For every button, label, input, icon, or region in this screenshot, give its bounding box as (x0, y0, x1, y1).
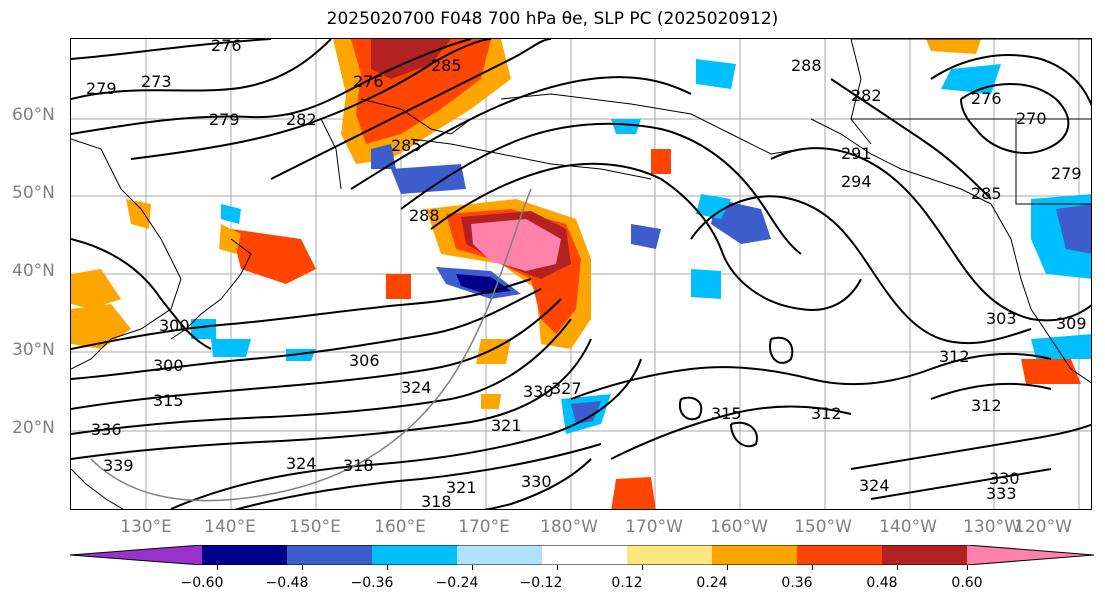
colorbar-extend-low (70, 545, 202, 565)
contour-label: 285 (971, 184, 1002, 203)
contour-label: 333 (986, 484, 1017, 503)
contour-label: 321 (491, 416, 522, 435)
contour-label: 300 (153, 356, 184, 375)
contour-label: 339 (103, 456, 134, 475)
lon-label-140w: 140°W (879, 517, 937, 537)
contour-label: 282 (851, 86, 882, 105)
contour-label: 327 (551, 379, 582, 398)
lon-label-130e: 130°E (120, 517, 172, 537)
lat-label-60n: 60°N (12, 105, 55, 125)
colorbar-tick-label: −0.60 (180, 575, 224, 591)
lon-label-140e: 140°E (204, 517, 256, 537)
contour-label-group: 276 273 279 279 282 276 285 285 288 282 … (86, 39, 1087, 510)
contour-lines (71, 39, 1091, 509)
lon-label-160w: 160°W (710, 517, 768, 537)
lat-label-30n: 30°N (12, 340, 55, 360)
colorbar-tickmark (812, 565, 813, 570)
colorbar-segment (882, 545, 967, 565)
colorbar-tickmark (557, 565, 558, 570)
contour-label: 288 (791, 56, 822, 75)
theta-e-shading (71, 39, 1091, 509)
colorbar-tick-label: 0.48 (866, 575, 898, 591)
lon-label-120w: 120°W (1014, 517, 1072, 537)
contour-label: 276 (971, 89, 1002, 108)
colorbar-tick-label: 0.36 (781, 575, 813, 591)
colorbar-tickmark (727, 565, 728, 570)
contour-label: 315 (711, 404, 742, 423)
contour-label: 270 (1016, 109, 1047, 128)
contour-label: 324 (286, 454, 317, 473)
colorbar-tick-label: −0.48 (265, 575, 309, 591)
contour-label: 312 (811, 404, 842, 423)
colorbar-tick-label: −0.12 (519, 575, 563, 591)
contour-label: 324 (401, 378, 432, 397)
contour-label: 324 (859, 476, 890, 495)
lon-label-130w: 130°W (963, 517, 1021, 537)
colorbar-segment (202, 545, 287, 565)
colorbar-tick-label: 0.24 (696, 575, 728, 591)
colorbar-segment (797, 545, 882, 565)
contour-label: 279 (1051, 164, 1082, 183)
contour-label: 279 (86, 79, 117, 98)
contour-label: 291 (841, 144, 872, 163)
colorbar-tickmark (217, 565, 218, 570)
colorbar-segment (287, 545, 372, 565)
colorbar-segment (542, 545, 627, 565)
contour-label: 276 (353, 72, 384, 91)
contour-label: 312 (939, 347, 970, 366)
colorbar-tickmark (642, 565, 643, 570)
colorbar-tick-label: 0.60 (951, 575, 983, 591)
lon-label-160e: 160°E (374, 517, 426, 537)
contour-label: 294 (841, 172, 872, 191)
contour-label: 300 (159, 316, 190, 335)
contour-label: 309 (1056, 314, 1087, 333)
colorbar (70, 545, 1094, 565)
lat-label-20n: 20°N (12, 418, 55, 438)
contour-label: 303 (986, 309, 1017, 328)
colorbar-segment (372, 545, 457, 565)
colorbar-tickmark (897, 565, 898, 570)
contour-label: 306 (349, 351, 380, 370)
contour-label: 330 (989, 469, 1020, 488)
colorbar-tickmark (302, 565, 303, 570)
map-title: 2025020700 F048 700 hPa θe, SLP PC (2025… (326, 9, 779, 29)
lon-label-150w: 150°W (794, 517, 852, 537)
colorbar-tickmark (387, 565, 388, 570)
contour-label: 315 (153, 391, 184, 410)
great-circle-arc (90, 188, 532, 502)
contour-label: 321 (446, 478, 477, 497)
lon-label-180w: 180°W (540, 517, 598, 537)
colorbar-segment (627, 545, 712, 565)
lon-label-170w: 170°W (625, 517, 683, 537)
colorbar-tick-label: −0.36 (350, 575, 394, 591)
contour-label: 312 (971, 396, 1002, 415)
lon-label-150e: 150°E (289, 517, 341, 537)
contour-label: 330 (521, 472, 552, 491)
colorbar-tick-label: −0.24 (435, 575, 479, 591)
contour-label: 282 (286, 110, 317, 129)
contour-label: 273 (141, 72, 172, 91)
contour-label: 276 (211, 39, 242, 55)
contour-label: 285 (391, 136, 422, 155)
lat-label-40n: 40°N (12, 261, 55, 281)
contour-label: 288 (409, 206, 440, 225)
coastlines (71, 39, 1091, 509)
contour-label: 318 (343, 456, 374, 475)
colorbar-segment (457, 545, 542, 565)
colorbar-tickmark (472, 565, 473, 570)
colorbar-segment (712, 545, 797, 565)
map-canvas: 276 273 279 279 282 276 285 285 288 282 … (71, 39, 1091, 510)
colorbar-tick-label: 0.12 (611, 575, 643, 591)
map-plot-area: 276 273 279 279 282 276 285 285 288 282 … (70, 38, 1092, 510)
contour-label: 318 (421, 492, 452, 510)
contour-label: 279 (209, 110, 240, 129)
colorbar-extend-high (967, 545, 1094, 565)
contour-label: 336 (91, 420, 122, 439)
contour-label: 330 (523, 382, 554, 401)
lat-label-50n: 50°N (12, 183, 55, 203)
colorbar-tickmark (967, 565, 968, 570)
contour-label: 285 (431, 56, 462, 75)
lon-label-170e: 170°E (458, 517, 510, 537)
